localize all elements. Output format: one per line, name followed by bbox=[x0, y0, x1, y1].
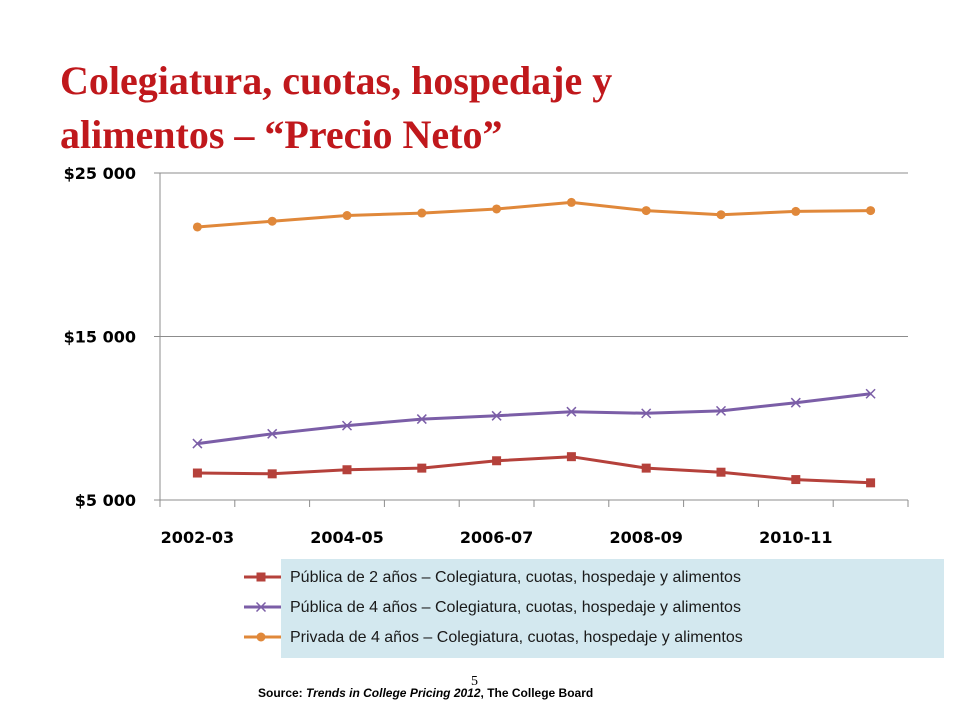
legend-label-public-4-year: Pública de 4 años – Colegiatura, cuotas,… bbox=[290, 599, 741, 616]
data-point-private-4-year bbox=[267, 216, 277, 226]
x-axis-tick-labels: 2002-03 2004-05 2006-07 2008-09 2010-11 bbox=[161, 528, 833, 547]
data-point-public-4-year bbox=[491, 410, 502, 421]
data-point-public-2-year bbox=[492, 456, 502, 466]
y-tick-label: $5 000 bbox=[75, 491, 136, 510]
data-point-public-4-year bbox=[341, 420, 353, 431]
data-point-public-4-year bbox=[790, 397, 801, 408]
slide-title-line-1: Colegiatura, cuotas, hospedaje y bbox=[60, 58, 613, 103]
x-tick-label: 2002-03 bbox=[161, 528, 234, 547]
legend-box bbox=[281, 559, 944, 658]
data-point-public-2-year bbox=[342, 465, 352, 475]
series-line-public-4-year bbox=[197, 392, 871, 446]
data-point-public-4-year bbox=[566, 406, 577, 417]
source-suffix: , The College Board bbox=[480, 686, 594, 700]
chart-series bbox=[192, 197, 876, 488]
data-point-public-2-year bbox=[641, 463, 651, 473]
source-title: Trends in College Pricing 2012 bbox=[306, 686, 481, 700]
x-marker-stroke bbox=[865, 388, 876, 399]
y-axis-tick-labels: $5 000 $15 000 $25 000 bbox=[64, 164, 136, 510]
x-marker-stroke bbox=[267, 428, 278, 439]
data-point-public-4-year bbox=[416, 414, 427, 425]
slide-title: Colegiatura, cuotas, hospedaje y aliment… bbox=[60, 54, 920, 162]
legend-marker-public-4-year bbox=[255, 601, 267, 613]
data-point-public-2-year bbox=[267, 469, 277, 479]
source-prefix: Source: bbox=[258, 686, 307, 700]
legend-markers bbox=[244, 572, 281, 642]
x-marker-stroke bbox=[192, 438, 203, 449]
data-point-private-4-year bbox=[866, 206, 876, 216]
data-point-public-2-year bbox=[716, 467, 726, 477]
series-line-public-2-year bbox=[197, 455, 871, 485]
x-marker-stroke bbox=[341, 420, 353, 431]
data-point-private-4-year bbox=[791, 206, 801, 216]
data-point-private-4-year bbox=[492, 204, 502, 214]
data-point-private-4-year bbox=[641, 206, 651, 216]
data-point-public-2-year bbox=[866, 478, 876, 488]
x-marker-stroke bbox=[566, 406, 577, 417]
data-point-public-2-year bbox=[791, 475, 801, 485]
data-point-private-4-year bbox=[192, 222, 202, 232]
y-tick-label: $15 000 bbox=[64, 328, 136, 347]
x-marker-stroke bbox=[641, 408, 652, 419]
y-tick-label: $25 000 bbox=[64, 164, 136, 183]
data-point-public-2-year bbox=[192, 468, 202, 478]
slide-title-line-2: alimentos – “Precio Neto” bbox=[60, 112, 503, 157]
x-marker-stroke bbox=[416, 414, 427, 425]
data-point-public-4-year bbox=[715, 405, 727, 416]
x-marker-stroke bbox=[790, 397, 801, 408]
data-point-private-4-year bbox=[342, 211, 352, 221]
page-number: 5 bbox=[471, 674, 478, 689]
data-point-public-4-year bbox=[865, 388, 876, 399]
source-note: Source: Trends in College Pricing 2012, … bbox=[258, 686, 593, 700]
data-point-private-4-year bbox=[716, 210, 726, 220]
x-tick-label: 2010-11 bbox=[759, 528, 832, 547]
data-point-public-2-year bbox=[566, 452, 576, 462]
legend-label-public-2-year: Pública de 2 años – Colegiatura, cuotas,… bbox=[290, 569, 741, 586]
legend-marker-public-2-year bbox=[256, 572, 266, 582]
x-marker-stroke bbox=[255, 601, 267, 613]
chart-gridlines bbox=[160, 172, 908, 337]
data-point-private-4-year bbox=[566, 197, 576, 207]
data-point-public-4-year bbox=[267, 428, 278, 439]
legend-marker-private-4-year bbox=[256, 632, 266, 642]
series-line-private-4-year bbox=[197, 200, 871, 229]
legend-label-private-4-year: Privada de 4 años – Colegiatura, cuotas,… bbox=[290, 629, 743, 646]
x-tick-label: 2008-09 bbox=[609, 528, 682, 547]
data-point-public-4-year bbox=[192, 438, 203, 449]
chart-axes bbox=[154, 172, 909, 507]
data-point-public-2-year bbox=[417, 463, 427, 473]
data-point-public-4-year bbox=[641, 408, 652, 419]
data-point-private-4-year bbox=[417, 208, 427, 218]
x-marker-stroke bbox=[715, 405, 727, 416]
x-marker-stroke bbox=[491, 410, 502, 421]
x-tick-label: 2006-07 bbox=[460, 528, 533, 547]
x-tick-label: 2004-05 bbox=[310, 528, 383, 547]
